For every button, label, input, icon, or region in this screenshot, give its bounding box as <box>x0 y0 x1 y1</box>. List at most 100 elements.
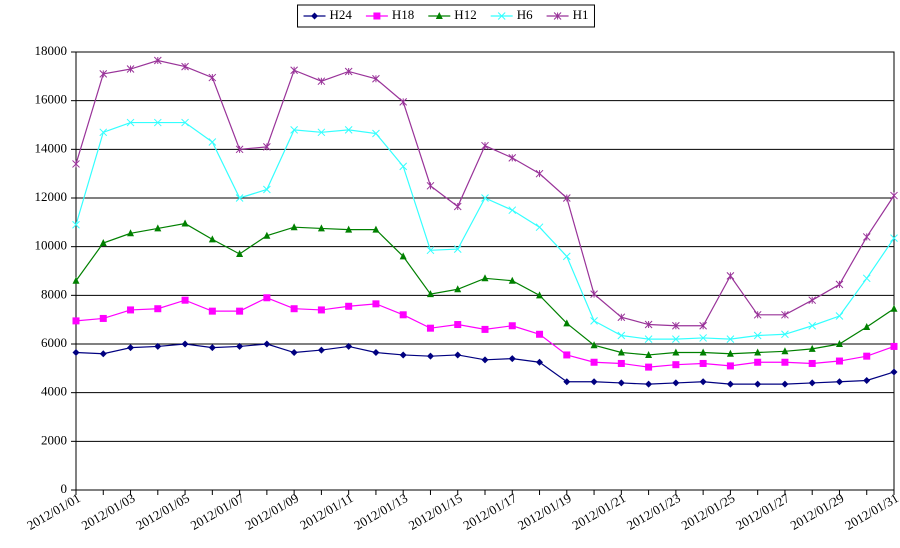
marker <box>863 352 871 360</box>
marker <box>72 349 80 357</box>
marker <box>181 340 189 348</box>
marker <box>699 378 707 386</box>
marker <box>208 307 216 315</box>
marker <box>372 74 380 83</box>
marker <box>808 296 817 305</box>
marker <box>481 141 489 150</box>
marker <box>699 334 707 342</box>
marker <box>127 229 135 237</box>
marker <box>317 128 326 137</box>
marker <box>208 344 216 352</box>
marker <box>781 347 789 355</box>
marker <box>154 224 162 232</box>
marker <box>497 12 506 20</box>
marker <box>835 357 843 365</box>
legend-label: H24 <box>330 7 353 22</box>
y-tick-label: 0 <box>61 481 68 496</box>
y-tick-label: 12000 <box>35 189 68 204</box>
marker <box>808 321 817 330</box>
marker <box>590 378 598 386</box>
marker <box>753 310 762 319</box>
x-tick-label: 2012/01/21 <box>570 490 629 533</box>
marker <box>726 272 735 280</box>
y-tick-label: 4000 <box>41 384 67 399</box>
marker <box>645 363 653 371</box>
marker <box>726 349 734 357</box>
legend-label: H12 <box>454 7 476 22</box>
marker <box>590 317 598 325</box>
marker <box>617 331 626 340</box>
legend-label: H18 <box>392 7 414 22</box>
marker <box>835 280 844 289</box>
marker <box>99 239 107 247</box>
marker <box>617 359 625 367</box>
marker <box>617 348 625 356</box>
marker <box>317 306 325 314</box>
marker <box>481 274 489 282</box>
plot-border <box>75 51 895 491</box>
marker <box>235 194 244 202</box>
marker <box>508 276 516 284</box>
marker <box>426 324 434 332</box>
x-tick-label: 2012/01/09 <box>242 490 301 533</box>
marker <box>181 296 189 304</box>
marker <box>563 378 571 386</box>
marker <box>563 319 571 327</box>
marker <box>373 12 381 20</box>
marker <box>399 98 408 106</box>
marker <box>699 321 707 330</box>
marker <box>263 294 271 302</box>
marker <box>153 56 162 65</box>
x-tick-label: 2012/01/29 <box>788 490 847 533</box>
marker <box>536 330 544 338</box>
marker <box>590 290 598 298</box>
marker <box>508 355 516 363</box>
marker <box>426 246 435 255</box>
marker <box>890 368 898 376</box>
marker <box>208 138 217 146</box>
marker <box>453 245 462 253</box>
marker <box>263 185 271 194</box>
legend-label: H6 <box>517 7 533 22</box>
marker <box>481 356 489 364</box>
marker <box>754 358 762 366</box>
marker <box>372 129 380 138</box>
x-tick-label: 2012/01/13 <box>351 490 410 533</box>
x-tick-label: 2012/01/15 <box>406 490 465 533</box>
marker <box>890 304 898 312</box>
x-tick-label: 2012/01/17 <box>460 490 519 533</box>
marker <box>562 194 571 202</box>
marker <box>263 231 271 239</box>
marker <box>536 291 544 299</box>
marker <box>290 305 298 313</box>
x-tick-label: 2012/01/03 <box>79 490 138 533</box>
marker <box>317 346 325 354</box>
marker <box>590 358 598 366</box>
y-tick-label: 2000 <box>41 432 67 447</box>
marker <box>726 335 735 343</box>
marker <box>672 335 680 343</box>
legend: H24 H18 H12 H6 H1 <box>297 4 595 28</box>
marker <box>317 77 326 86</box>
marker <box>290 223 298 231</box>
marker <box>535 223 544 232</box>
x-tick-label: 2012/01/27 <box>733 490 792 533</box>
marker <box>426 352 434 360</box>
marker <box>154 342 162 350</box>
marker <box>699 359 707 367</box>
marker <box>508 153 517 162</box>
marker <box>344 126 353 134</box>
marker <box>181 219 189 227</box>
marker <box>781 380 789 388</box>
marker <box>72 317 80 325</box>
marker <box>835 378 843 386</box>
x-tick-label: 2012/01/01 <box>24 490 83 533</box>
marker <box>399 351 407 359</box>
marker <box>72 276 80 284</box>
series-line <box>75 343 895 385</box>
x-tick-label: 2012/01/31 <box>842 490 900 533</box>
marker <box>890 234 898 243</box>
marker <box>835 340 843 347</box>
marker <box>553 12 562 20</box>
y-tick-label: 8000 <box>41 286 67 301</box>
